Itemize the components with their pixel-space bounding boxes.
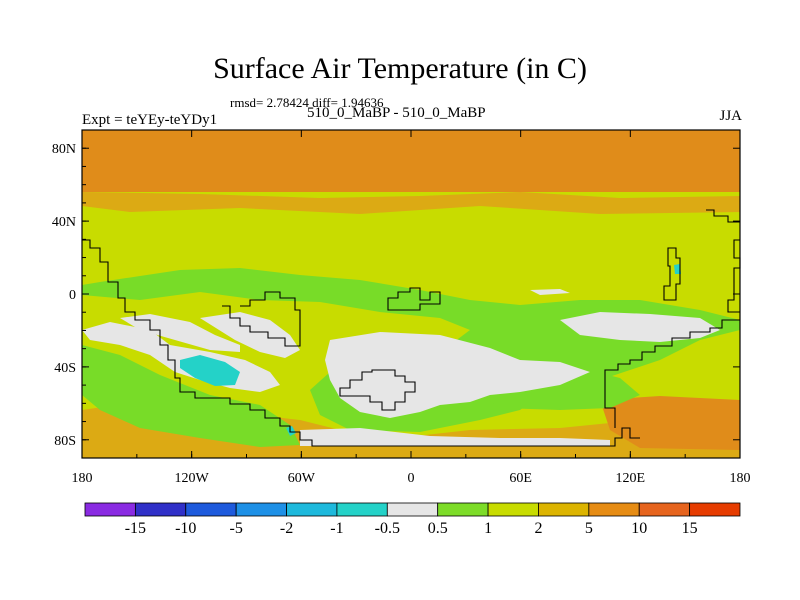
colorbar-label: -2 [280, 520, 293, 537]
season-label: JJA [719, 108, 742, 124]
field-grey-sliver [530, 289, 570, 295]
coastline-central [222, 291, 301, 347]
map-field [82, 130, 740, 458]
coastline-se [604, 392, 616, 428]
coastline-east-island [663, 247, 681, 301]
colorbar-label: -5 [229, 520, 242, 537]
field-grey-main [325, 332, 590, 418]
field-patch-southeast [600, 396, 740, 450]
chart-subtitle: 510_0_MaBP - 510_0_MaBP [307, 105, 486, 121]
field-band-north-edge [82, 192, 740, 214]
x-tick-label: 60W [288, 471, 316, 486]
colorbar-swatch [689, 502, 741, 517]
colorbar-swatch [336, 502, 388, 517]
continent-outlines [82, 209, 741, 447]
colorbar-label: -15 [125, 520, 146, 537]
experiment-label: Expt = teYEy-teYDy1 [82, 112, 218, 128]
colorbar-label: 1 [484, 520, 492, 537]
y-tick-label: 80N [52, 142, 76, 157]
field-green-south [82, 345, 300, 447]
chart-title: Surface Air Temperature (in C) [213, 52, 587, 85]
colorbar-label: 15 [682, 520, 698, 537]
colorbar-label: -10 [175, 520, 196, 537]
colorbar-label: 2 [534, 520, 542, 537]
colorbar-swatch [386, 502, 439, 517]
coastline-inner [339, 369, 416, 411]
coastline-africa [387, 287, 441, 311]
colorbar-swatch [185, 502, 237, 517]
x-tick-label: 120W [175, 471, 210, 486]
colorbar-label: 5 [585, 520, 593, 537]
colorbar: -15 -10 -5 -2 -1 -0.5 0.5 1 2 5 10 15 [84, 502, 741, 537]
colorbar-swatch [487, 502, 539, 517]
x-tick-label: 120E [616, 471, 646, 486]
field-grey-central [200, 312, 300, 358]
field-grey-south [300, 428, 610, 446]
field-cyan-patch [180, 355, 240, 386]
x-tick-label: 0 [408, 471, 415, 486]
x-tick-label: 60E [509, 471, 532, 486]
colorbar-swatch [437, 502, 489, 517]
colorbar-label: -0.5 [375, 520, 400, 537]
y-tick-label: 40N [52, 215, 76, 230]
y-tick-label: 80S [54, 434, 76, 449]
colorbar-label: 0.5 [428, 520, 448, 537]
field-band-north [82, 130, 740, 192]
field-grey-east [560, 312, 720, 342]
coastline-ne-2 [727, 239, 741, 313]
field-cyan-dot [286, 426, 296, 436]
colorbar-swatch [538, 502, 590, 517]
x-tick-label: 180 [72, 471, 93, 486]
coastline-west [82, 239, 640, 447]
colorbar-swatch [134, 502, 187, 517]
colorbar-label: 10 [631, 520, 647, 537]
axis-ticks: 180 120W 60W 0 60E 120E 180 80N 40N 0 40S 80S [52, 129, 751, 486]
x-tick-label: 180 [730, 471, 751, 486]
colorbar-swatch [638, 502, 691, 517]
colorbar-swatch [588, 502, 640, 517]
field-cyan-dot-2 [674, 264, 681, 274]
colorbar-swatch [84, 502, 136, 517]
colorbar-label: -1 [330, 520, 343, 537]
colorbar-swatch [235, 502, 287, 517]
coastline-east [604, 319, 740, 392]
y-tick-label: 0 [69, 288, 76, 303]
colorbar-swatch [286, 502, 338, 517]
coastline-ne [706, 209, 740, 223]
y-tick-label: 40S [54, 361, 76, 376]
stats-text: rmsd= 2.78424 diff= 1.94636 [230, 95, 384, 110]
